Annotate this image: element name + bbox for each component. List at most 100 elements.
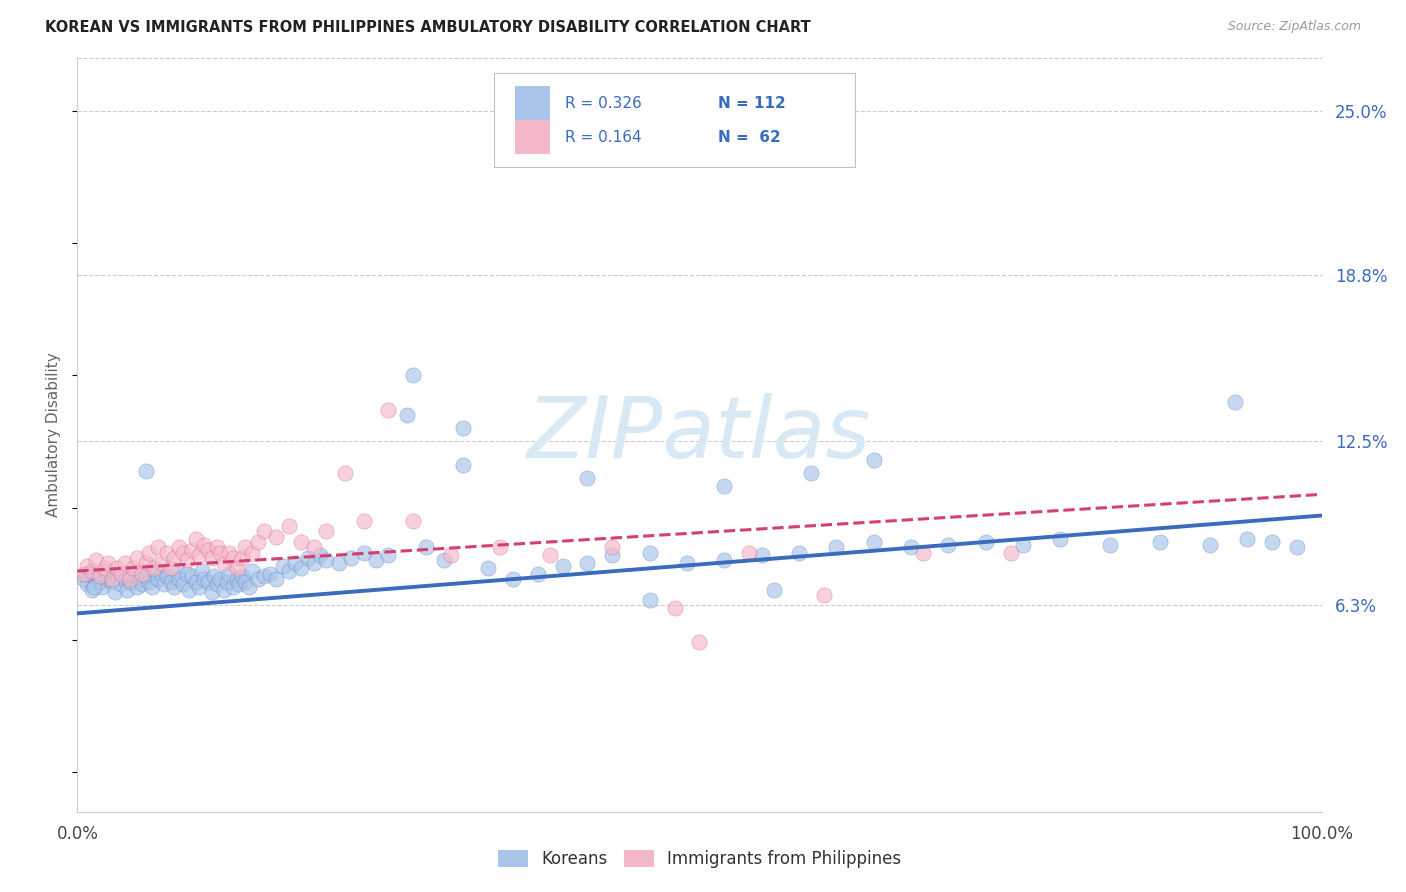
Point: [82, 564, 104, 578]
Point: [1099, 538, 1122, 552]
Point: [246, 535, 269, 549]
Point: [290, 561, 312, 575]
Point: [253, 569, 276, 583]
Point: [176, 566, 198, 581]
Point: [246, 572, 269, 586]
Point: [377, 548, 399, 562]
Point: [1149, 535, 1171, 549]
Point: [277, 519, 299, 533]
Point: [676, 556, 699, 570]
Point: [315, 553, 337, 567]
Point: [163, 550, 186, 565]
Point: [225, 572, 247, 586]
Point: [713, 479, 735, 493]
Point: [938, 538, 960, 552]
Point: [228, 577, 250, 591]
Point: [156, 569, 179, 583]
Point: [638, 593, 661, 607]
Point: [114, 556, 136, 570]
Text: N =  62: N = 62: [718, 129, 780, 145]
Point: [135, 464, 157, 478]
Point: [131, 566, 153, 581]
Point: [110, 577, 132, 591]
Point: [353, 545, 375, 559]
Point: [202, 569, 225, 583]
Point: [184, 533, 207, 547]
Point: [201, 585, 224, 599]
Point: [150, 556, 173, 570]
Point: [912, 545, 935, 559]
Point: [118, 572, 141, 586]
Point: [135, 556, 157, 570]
Point: [159, 574, 181, 589]
Point: [222, 550, 245, 565]
Point: [1198, 538, 1220, 552]
Point: [122, 561, 145, 575]
Point: [143, 561, 166, 575]
Point: [1049, 533, 1071, 547]
Point: [205, 541, 228, 555]
Point: [180, 542, 202, 557]
Point: [402, 368, 425, 383]
Point: [233, 574, 256, 589]
Point: [1285, 541, 1308, 555]
Point: [184, 574, 207, 589]
Point: [433, 553, 456, 567]
Point: [188, 548, 211, 562]
Point: [713, 553, 735, 567]
Point: [122, 566, 145, 581]
Point: [89, 574, 111, 589]
Point: [377, 402, 399, 417]
Point: [72, 572, 94, 586]
Point: [138, 545, 160, 559]
Point: [451, 458, 474, 473]
Point: [315, 524, 337, 539]
Point: [215, 574, 238, 589]
Point: [415, 541, 437, 555]
Point: [222, 580, 245, 594]
Point: [1000, 545, 1022, 559]
Point: [153, 577, 176, 591]
Point: [82, 582, 104, 597]
Point: [101, 574, 124, 589]
Point: [240, 545, 263, 559]
Point: [266, 572, 288, 586]
Text: N = 112: N = 112: [718, 95, 786, 111]
Point: [148, 572, 170, 586]
Point: [238, 580, 260, 594]
Point: [201, 550, 224, 565]
Point: [91, 580, 114, 594]
Point: [402, 514, 425, 528]
Point: [172, 545, 194, 559]
Point: [76, 558, 98, 573]
Point: [159, 561, 181, 575]
Text: R = 0.164: R = 0.164: [565, 129, 641, 145]
Point: [131, 577, 153, 591]
Point: [218, 545, 240, 559]
Point: [738, 545, 761, 559]
FancyBboxPatch shape: [516, 87, 550, 120]
FancyBboxPatch shape: [516, 120, 550, 154]
Point: [97, 556, 120, 570]
Point: [93, 561, 115, 575]
Point: [191, 564, 214, 578]
Point: [489, 541, 512, 555]
Point: [602, 548, 624, 562]
Point: [231, 550, 253, 565]
Point: [576, 556, 599, 570]
Point: [664, 601, 686, 615]
Point: [259, 566, 281, 581]
Legend: Koreans, Immigrants from Philippines: Koreans, Immigrants from Philippines: [491, 844, 908, 875]
Point: [166, 564, 188, 578]
Point: [128, 572, 150, 586]
Point: [218, 566, 240, 581]
Point: [364, 553, 387, 567]
Point: [212, 582, 235, 597]
Point: [751, 548, 773, 562]
Point: [209, 545, 232, 559]
Point: [502, 572, 524, 586]
Point: [188, 580, 211, 594]
Point: [396, 408, 419, 422]
Point: [477, 561, 499, 575]
Text: KOREAN VS IMMIGRANTS FROM PHILIPPINES AMBULATORY DISABILITY CORRELATION CHART: KOREAN VS IMMIGRANTS FROM PHILIPPINES AM…: [45, 20, 811, 35]
